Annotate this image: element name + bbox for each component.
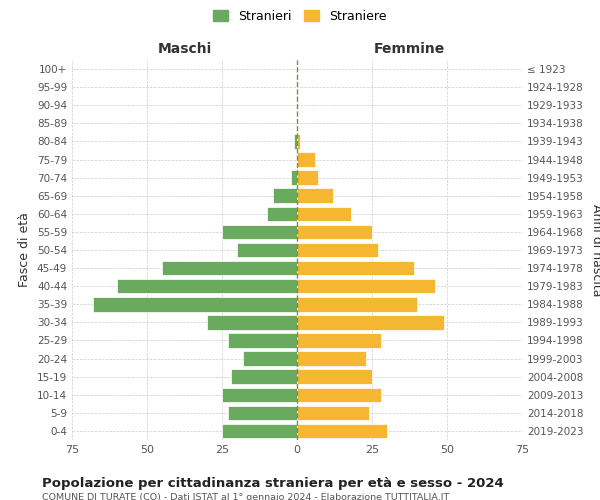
Text: Maschi: Maschi xyxy=(157,42,212,56)
Bar xyxy=(222,424,297,438)
Bar xyxy=(207,315,297,330)
Bar xyxy=(273,188,297,203)
Bar xyxy=(297,406,369,420)
Bar xyxy=(297,388,381,402)
Bar xyxy=(243,352,297,366)
Bar xyxy=(231,370,297,384)
Bar xyxy=(291,170,297,185)
Bar xyxy=(297,297,417,312)
Bar xyxy=(297,315,444,330)
Bar xyxy=(297,224,372,239)
Y-axis label: Fasce di età: Fasce di età xyxy=(19,212,31,288)
Bar xyxy=(297,279,435,293)
Bar xyxy=(297,261,414,276)
Bar xyxy=(297,152,315,167)
Text: COMUNE DI TURATE (CO) - Dati ISTAT al 1° gennaio 2024 - Elaborazione TUTTITALIA.: COMUNE DI TURATE (CO) - Dati ISTAT al 1°… xyxy=(42,492,449,500)
Bar xyxy=(162,261,297,276)
Bar xyxy=(297,333,381,347)
Bar xyxy=(228,406,297,420)
Y-axis label: Anni di nascita: Anni di nascita xyxy=(590,204,600,296)
Bar xyxy=(297,370,372,384)
Bar xyxy=(297,188,333,203)
Bar xyxy=(297,170,318,185)
Bar xyxy=(297,243,378,257)
Bar xyxy=(297,206,351,221)
Bar xyxy=(267,206,297,221)
Bar xyxy=(222,224,297,239)
Text: Popolazione per cittadinanza straniera per età e sesso - 2024: Popolazione per cittadinanza straniera p… xyxy=(42,478,504,490)
Text: Femmine: Femmine xyxy=(374,42,445,56)
Bar xyxy=(297,352,366,366)
Bar xyxy=(297,134,300,148)
Bar xyxy=(222,388,297,402)
Bar xyxy=(228,333,297,347)
Bar xyxy=(237,243,297,257)
Bar xyxy=(93,297,297,312)
Bar xyxy=(117,279,297,293)
Bar xyxy=(294,134,297,148)
Legend: Stranieri, Straniere: Stranieri, Straniere xyxy=(209,6,391,26)
Bar xyxy=(297,424,387,438)
